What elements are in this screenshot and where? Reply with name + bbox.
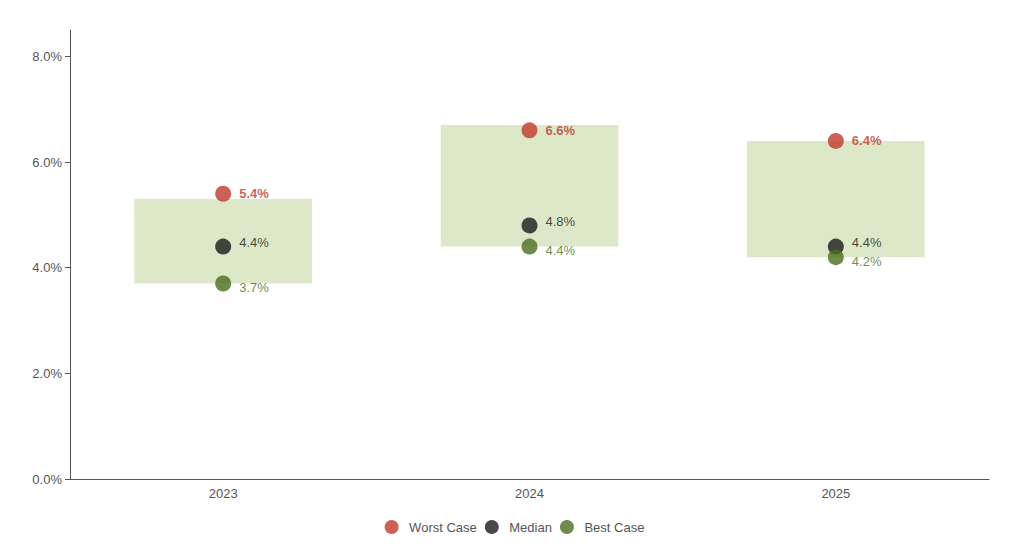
svg-text:4.4%: 4.4%	[239, 235, 269, 250]
svg-text:8.0%: 8.0%	[32, 49, 62, 64]
svg-text:3.7%: 3.7%	[239, 280, 269, 295]
svg-text:2.0%: 2.0%	[32, 366, 62, 381]
svg-text:6.0%: 6.0%	[32, 155, 62, 170]
svg-text:4.4%: 4.4%	[546, 243, 576, 258]
svg-text:6.4%: 6.4%	[852, 133, 882, 148]
svg-text:4.8%: 4.8%	[546, 214, 576, 229]
svg-text:6.6%: 6.6%	[546, 123, 576, 138]
svg-text:4.4%: 4.4%	[852, 235, 882, 250]
svg-text:2025: 2025	[821, 486, 850, 501]
svg-text:2023: 2023	[209, 486, 238, 501]
svg-text:5.4%: 5.4%	[239, 186, 269, 201]
svg-text:Median: Median	[509, 520, 552, 535]
svg-text:4.2%: 4.2%	[852, 254, 882, 269]
svg-text:Best Case: Best Case	[584, 520, 644, 535]
svg-text:0.0%: 0.0%	[32, 472, 62, 487]
svg-text:2024: 2024	[515, 486, 544, 501]
svg-text:Worst Case: Worst Case	[409, 520, 477, 535]
svg-text:4.0%: 4.0%	[32, 260, 62, 275]
